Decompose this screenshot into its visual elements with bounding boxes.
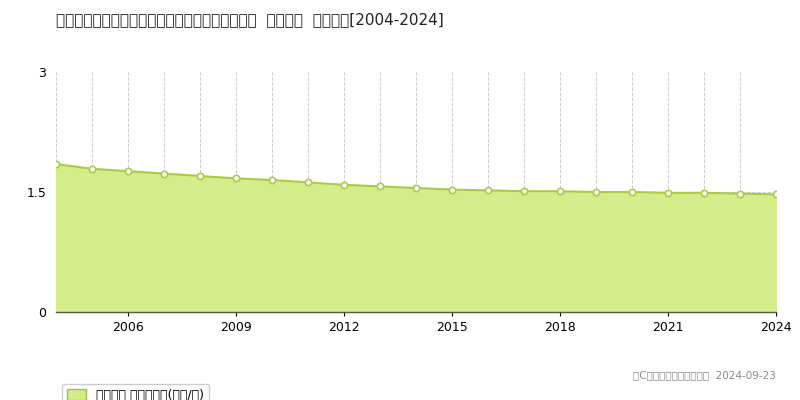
Text: 青森県三戸郡五戸町大字倉石石沢字石沢４８番２  基準地価  地価推移[2004-2024]: 青森県三戸郡五戸町大字倉石石沢字石沢４８番２ 基準地価 地価推移[2004-20… (56, 12, 444, 27)
Text: （C）土地価格ドットコム  2024-09-23: （C）土地価格ドットコム 2024-09-23 (633, 370, 776, 380)
Legend: 基準地価 平均坪単価(万円/坪): 基準地価 平均坪単価(万円/坪) (62, 384, 209, 400)
